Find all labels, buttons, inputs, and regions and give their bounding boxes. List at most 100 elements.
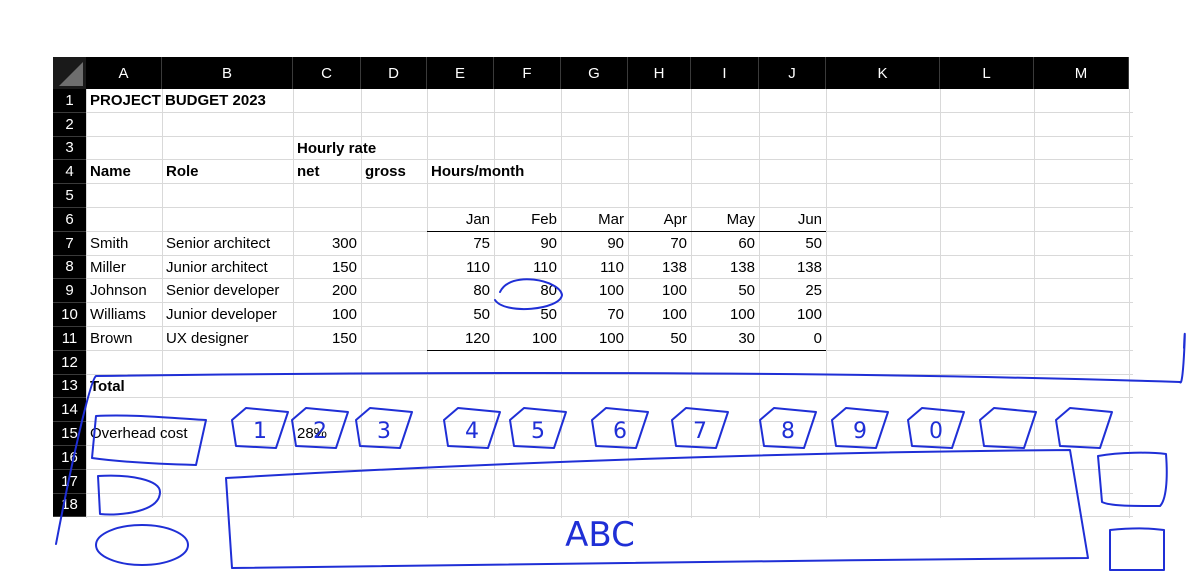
row-header-3[interactable]: 3 [53,136,86,161]
row-header-17[interactable]: 17 [53,469,86,494]
cell-hours[interactable]: 100 [531,330,557,347]
header-role[interactable]: Role [166,163,199,181]
row-header-11[interactable]: 11 [53,327,86,351]
ink-left-box-2 [95,524,189,566]
cell-hours[interactable]: 30 [738,330,755,347]
cell-role[interactable]: Junior developer [166,306,277,324]
cell-net-rate[interactable]: 150 [331,330,357,347]
cell-hours[interactable]: 50 [473,306,490,324]
column-header-m[interactable]: M [1034,57,1129,89]
cell-role[interactable]: Senior developer [166,282,280,300]
cell-hours[interactable]: 100 [598,330,624,347]
row-header-5[interactable]: 5 [53,184,86,208]
gridline-horizontal [86,492,1133,494]
column-header-g[interactable]: G [561,57,628,89]
cell-hours[interactable]: 110 [533,258,557,276]
cell-hours[interactable]: 90 [607,234,624,252]
row-header-16[interactable]: 16 [53,446,86,470]
cell-hours[interactable]: 138 [796,258,822,276]
header-net[interactable]: net [297,163,320,181]
cell-hours[interactable]: 90 [540,234,557,252]
row-header-4[interactable]: 4 [53,160,86,185]
cell-net-rate[interactable]: 200 [331,282,357,300]
row-header-10[interactable]: 10 [53,303,86,327]
cell-net-rate[interactable]: 150 [331,258,357,276]
cell-hours[interactable]: 75 [473,234,490,252]
row-header-1[interactable]: 1 [53,89,86,113]
cell-hours[interactable]: 80 [473,282,490,300]
cell-hours[interactable]: 100 [661,282,687,300]
cell-hours[interactable]: 0 [813,330,822,347]
cell-hours[interactable]: 100 [661,306,687,324]
ink-right-box-2 [1109,527,1165,571]
row-header-14[interactable]: 14 [53,398,86,423]
column-header-a[interactable]: A [86,57,162,89]
cell-hours[interactable]: 50 [805,234,822,252]
gridline-vertical [940,89,941,518]
month-header-may[interactable]: May [726,211,755,228]
cell-hours[interactable]: 50 [738,282,755,300]
cell-role[interactable]: UX designer [166,330,249,347]
cell-role[interactable]: Junior architect [166,258,268,276]
column-header-i[interactable]: I [691,57,759,89]
column-header-l[interactable]: L [940,57,1034,89]
header-hourly-rate[interactable]: Hourly rate [297,139,377,157]
cell-hours[interactable]: 120 [464,330,490,347]
gridline-horizontal [86,111,1133,113]
row-header-15[interactable]: 15 [53,422,86,446]
cell-name[interactable]: Johnson [90,282,147,300]
cell-hours[interactable]: 100 [598,282,624,300]
cell-hours[interactable]: 100 [796,306,822,324]
column-header-c[interactable]: C [293,57,361,89]
cell-hours[interactable]: 25 [805,282,822,300]
cell-name[interactable]: Miller [90,258,126,276]
cell-hours[interactable]: 60 [738,234,755,252]
select-all-corner[interactable] [53,57,86,89]
month-header-mar[interactable]: Mar [598,211,624,228]
cell-name[interactable]: Smith [90,234,129,252]
column-header-j[interactable]: J [759,57,826,89]
cell-net-rate[interactable]: 100 [331,306,357,324]
row-header-9[interactable]: 9 [53,279,86,304]
month-header-jun[interactable]: Jun [797,211,822,228]
header-name[interactable]: Name [90,163,131,181]
row-header-12[interactable]: 12 [53,350,86,375]
cell-hours[interactable]: 110 [466,258,490,276]
cell-hours[interactable]: 80 [540,282,557,300]
cell-hours[interactable]: 50 [540,306,557,324]
gridline-horizontal [86,302,1133,304]
column-header-b[interactable]: B [162,57,293,89]
cell-hours[interactable]: 70 [670,234,687,252]
cell-hours[interactable]: 70 [607,306,624,324]
cell-name[interactable]: Williams [90,306,146,324]
column-header-f[interactable]: F [494,57,561,89]
month-header-apr[interactable]: Apr [663,211,687,228]
row-header-2[interactable]: 2 [53,112,86,137]
header-gross[interactable]: gross [365,163,406,181]
cell-hours[interactable]: 100 [729,306,755,324]
row-header-7[interactable]: 7 [53,231,86,256]
row-header-8[interactable]: 8 [53,255,86,280]
month-header-feb[interactable]: Feb [531,211,557,228]
cell-hours[interactable]: 138 [661,258,687,276]
month-header-jan[interactable]: Jan [465,211,490,228]
cell-role[interactable]: Senior architect [166,234,271,252]
row-header-18[interactable]: 18 [53,493,86,518]
cell-name[interactable]: Brown [90,330,133,347]
row-header-6[interactable]: 6 [53,208,86,232]
cell-hours[interactable]: 50 [670,330,687,347]
overhead-value[interactable]: 28% [297,425,328,443]
row-header-13[interactable]: 13 [53,374,86,399]
column-header-k[interactable]: K [826,57,940,89]
header-hours-month[interactable]: Hours/month [431,163,525,181]
total-label[interactable]: Total [90,377,125,395]
cell-hours[interactable]: 138 [729,258,755,276]
column-header-h[interactable]: H [628,57,691,89]
column-header-e[interactable]: E [427,57,494,89]
column-header-d[interactable]: D [361,57,427,89]
cell-net-rate[interactable]: 300 [331,234,357,252]
gridline-horizontal [86,397,1133,399]
sheet-title[interactable]: PROJECT BUDGET 2023 [90,92,266,109]
overhead-label[interactable]: Overhead cost [90,425,188,443]
cell-hours[interactable]: 110 [600,258,624,276]
